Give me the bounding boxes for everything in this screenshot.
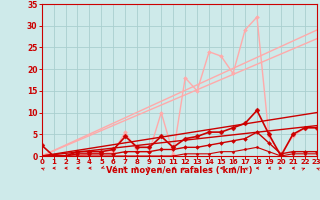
X-axis label: Vent moyen/en rafales ( km/h ): Vent moyen/en rafales ( km/h ): [106, 166, 252, 175]
